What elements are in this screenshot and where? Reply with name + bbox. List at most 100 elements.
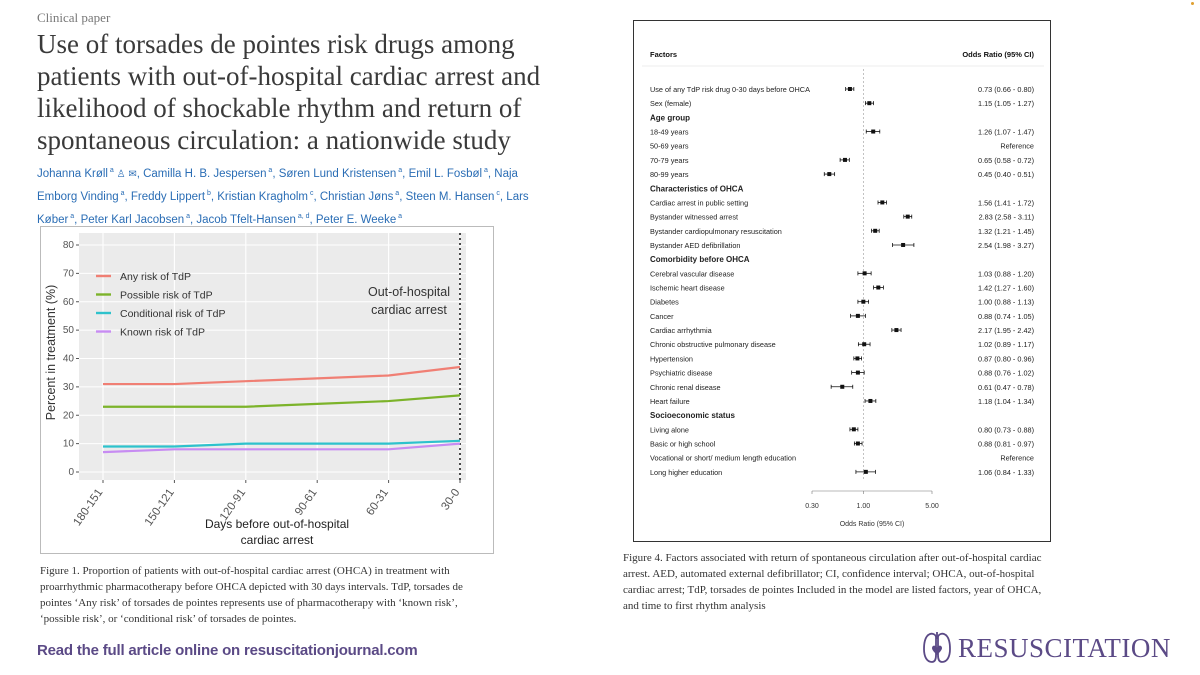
y-tick-label: 30 xyxy=(63,382,75,393)
author-name[interactable]: Christian Jøns xyxy=(319,190,394,203)
x-tick-label: 5.00 xyxy=(925,503,939,510)
forest-row-label: Cancer xyxy=(650,312,674,321)
author-name[interactable]: Steen M. Hansen xyxy=(405,190,495,203)
author-separator: , xyxy=(487,167,495,180)
forest-row-label: Cerebral vascular disease xyxy=(650,269,734,278)
forest-row-label: 80-99 years xyxy=(650,170,689,179)
author-name[interactable]: Camilla H. B. Jespersen xyxy=(143,167,267,180)
paper-title: Use of torsades de pointes risk drugs am… xyxy=(37,29,541,155)
author-separator: , xyxy=(309,213,316,226)
point-estimate xyxy=(855,441,860,446)
plot-background xyxy=(79,233,466,480)
forest-row-value: Reference xyxy=(1000,454,1034,463)
point-estimate xyxy=(855,370,860,375)
author-name[interactable]: Emil L. Fosbøl xyxy=(408,167,483,180)
legend-label: Any risk of TdP xyxy=(120,271,191,283)
author-affiliation: a xyxy=(266,167,273,174)
forest-row-label: Cardiac arrhythmia xyxy=(650,326,713,335)
y-tick-label: 20 xyxy=(63,410,75,421)
point-estimate xyxy=(862,342,867,347)
author-separator: , xyxy=(124,190,131,203)
forest-row-label: Basic or high school xyxy=(650,440,716,449)
x-axis-title: Odds Ratio (95% CI) xyxy=(840,521,905,528)
person-mail-icon[interactable]: ♙ ✉ xyxy=(113,168,137,180)
forest-row-label: Hypertension xyxy=(650,354,693,363)
forest-row-value: 1.42 (1.27 - 1.60) xyxy=(978,284,1034,293)
forest-row-value: 1.56 (1.41 - 1.72) xyxy=(978,198,1034,207)
forest-row-value: 1.32 (1.21 - 1.45) xyxy=(978,227,1034,236)
forest-row-value: 0.73 (0.66 - 0.80) xyxy=(978,85,1034,94)
author-name[interactable]: Peter Karl Jacobsen xyxy=(80,213,185,226)
forest-row-value: 1.18 (1.04 - 1.34) xyxy=(978,397,1034,406)
author-name[interactable]: Jacob Tfelt-Hansen xyxy=(196,213,296,226)
x-tick-label: 90-61 xyxy=(293,487,320,518)
forest-row-label: Long higher education xyxy=(650,468,722,477)
forest-row-value: 0.45 (0.40 - 0.51) xyxy=(978,170,1034,179)
forest-row-label: Chronic renal disease xyxy=(650,383,721,392)
forest-row-label: Chronic obstructive pulmonary disease xyxy=(650,340,776,349)
author-name[interactable]: Peter E. Weeke xyxy=(315,213,397,226)
author-affiliation: a xyxy=(396,212,403,220)
y-tick-label: 50 xyxy=(63,325,75,336)
forest-row-value: 1.00 (0.88 - 1.13) xyxy=(978,298,1034,307)
point-estimate xyxy=(876,285,881,290)
forest-row-value: 2.54 (1.98 - 3.27) xyxy=(978,241,1034,250)
point-estimate xyxy=(905,214,910,219)
forest-row-label: Diabetes xyxy=(650,298,679,307)
author-separator: , xyxy=(136,167,144,180)
forest-header-factors: Factors xyxy=(650,50,677,59)
annotation-line-2: cardiac arrest xyxy=(371,303,447,317)
author-separator: , xyxy=(272,167,279,180)
author-name[interactable]: Søren Lund Kristensen xyxy=(278,167,397,180)
author-affiliation: a xyxy=(118,189,125,197)
author-affiliation: a xyxy=(184,212,190,220)
legend-label: Known risk of TdP xyxy=(120,327,205,339)
author-separator: , xyxy=(189,213,197,226)
forest-row-label: Psychiatric disease xyxy=(650,369,712,378)
figure-4-caption: Figure 4. Factors associated with return… xyxy=(623,552,1042,612)
y-tick-label: 60 xyxy=(63,297,75,308)
forest-section-header: Age group xyxy=(650,113,690,122)
forest-row-value: 0.61 (0.47 - 0.78) xyxy=(978,383,1034,392)
author-name[interactable]: Kristian Kragholm xyxy=(217,190,309,203)
author-affiliation: a xyxy=(68,212,75,220)
author-separator: , xyxy=(399,190,406,203)
point-estimate xyxy=(871,129,876,134)
series-line xyxy=(102,442,461,454)
author-name[interactable]: Johanna Krøll xyxy=(37,167,108,180)
forest-section-header: Characteristics of OHCA xyxy=(650,184,744,193)
author-name[interactable]: Freddy Lippert xyxy=(130,190,206,203)
point-estimate xyxy=(855,313,860,318)
figure-1-caption: Figure 1. Proportion of patients with ou… xyxy=(40,565,463,625)
author-name[interactable]: Naja Emborg Vinding xyxy=(37,167,518,203)
forest-row-label: 70-79 years xyxy=(650,156,689,165)
forest-row-value: 0.88 (0.74 - 1.05) xyxy=(978,312,1034,321)
author-name[interactable]: Lars Køber xyxy=(37,190,529,226)
y-tick-label: 80 xyxy=(63,240,75,251)
point-estimate xyxy=(861,299,866,304)
forest-row-value: 1.06 (0.84 - 1.33) xyxy=(978,468,1034,477)
author-affiliation: a xyxy=(393,189,400,197)
forest-row-value: 1.15 (1.05 - 1.27) xyxy=(978,99,1034,108)
point-estimate xyxy=(868,398,873,403)
forest-row-value: 0.87 (0.80 - 0.96) xyxy=(978,354,1034,363)
forest-row-label: Vocational or short/ medium length educa… xyxy=(650,454,796,463)
y-tick-label: 70 xyxy=(63,268,75,279)
journal-name: RESUSCITATION xyxy=(958,632,1171,663)
x-tick-label: 0.30 xyxy=(805,503,819,510)
figure-4-forest-plot: Factors Odds Ratio (95% CI) Use of any TdP… xyxy=(633,20,1051,542)
read-more-link[interactable]: Read the full article online on resuscit… xyxy=(37,642,418,659)
forest-row-value: 1.02 (0.89 - 1.17) xyxy=(978,340,1034,349)
annotation-line-1: Out-of-hospital xyxy=(368,285,450,299)
forest-row-value: 0.80 (0.73 - 0.88) xyxy=(978,425,1034,434)
forest-row-label: Heart failure xyxy=(650,397,690,406)
author-affiliation: b xyxy=(205,189,211,197)
author-separator: , xyxy=(210,190,218,203)
journal-brand[interactable]: RESUSCITATION xyxy=(922,630,1171,666)
forest-row-value: 0.88 (0.81 - 0.97) xyxy=(978,440,1034,449)
author-affiliation: c xyxy=(308,189,314,197)
point-estimate xyxy=(873,228,878,233)
forest-row-value: 0.65 (0.58 - 0.72) xyxy=(978,156,1034,165)
forest-row-label: Use of any TdP risk drug 0-30 days befor… xyxy=(650,85,810,94)
